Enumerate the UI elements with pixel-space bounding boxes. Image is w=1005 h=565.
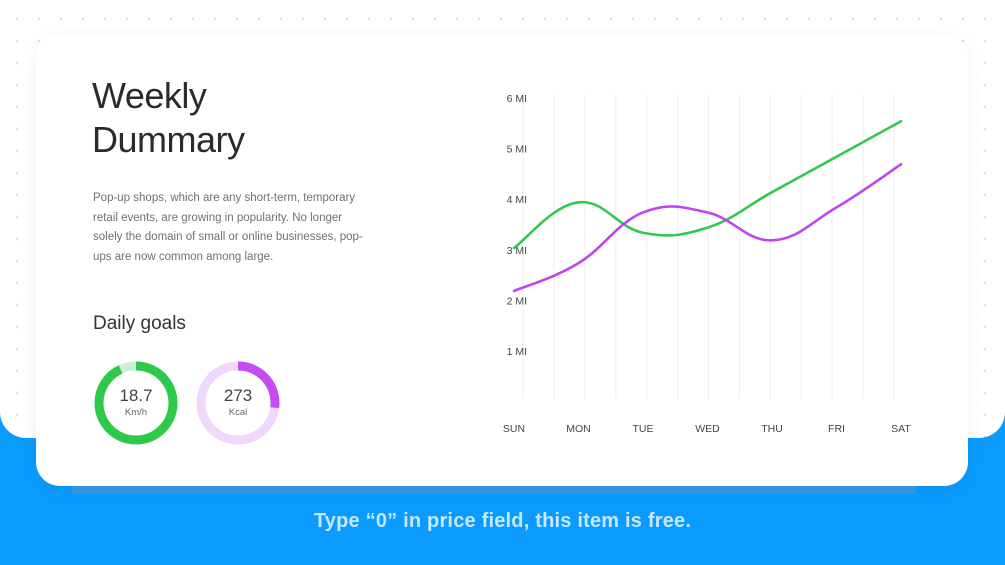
x-tick-label: SUN — [503, 423, 525, 435]
calories-ring-graphic — [196, 361, 280, 445]
x-tick-label: THU — [761, 423, 783, 435]
x-tick-label: MON — [566, 423, 591, 435]
x-tick-label: WED — [695, 423, 720, 435]
x-tick-label: TUE — [633, 423, 654, 435]
title-line-1: Weekly — [92, 75, 207, 116]
y-tick-label: 1 MI — [507, 346, 527, 358]
card-title: Weekly Dummary — [92, 74, 245, 162]
series-line-2 — [512, 163, 903, 293]
calories-unit: Kcal — [228, 407, 248, 418]
speed-unit: Km/h — [124, 407, 148, 418]
speed-ring-graphic — [94, 361, 178, 445]
weekly-distance-chart: 1 MI 2 MI 3 MI 4 MI 5 MI 6 MI SUN MON TUE WED THU F… — [503, 93, 911, 435]
weekly-summary-card: Weekly Dummary Pop-up shops, which are a… — [36, 34, 968, 486]
card-description: Pop-up shops, which are any short-term, … — [93, 192, 363, 263]
footer-note: Type “0” in price field, this item is fr… — [313, 510, 692, 532]
x-tick-label: SAT — [891, 423, 911, 435]
x-tick-label: FRI — [828, 423, 845, 435]
y-tick-label: 4 MI — [507, 194, 527, 206]
y-tick-label: 2 MI — [507, 295, 527, 307]
speed-goal-ring: 18.7 Km/h — [93, 360, 179, 446]
y-tick-label: 5 MI — [507, 143, 527, 155]
calories-value: 273 — [223, 386, 253, 405]
title-line-2: Dummary — [92, 119, 245, 160]
speed-value: 18.7 — [119, 386, 153, 405]
y-tick-label: 3 MI — [507, 245, 527, 257]
series-line-1 — [512, 119, 903, 250]
speed-ring-progress — [94, 361, 178, 445]
y-tick-label: 6 MI — [507, 93, 527, 105]
calories-goal-ring: 273 Kcal — [195, 360, 281, 446]
daily-goals-heading: Daily goals — [93, 313, 186, 334]
calories-ring-progress — [196, 361, 280, 445]
